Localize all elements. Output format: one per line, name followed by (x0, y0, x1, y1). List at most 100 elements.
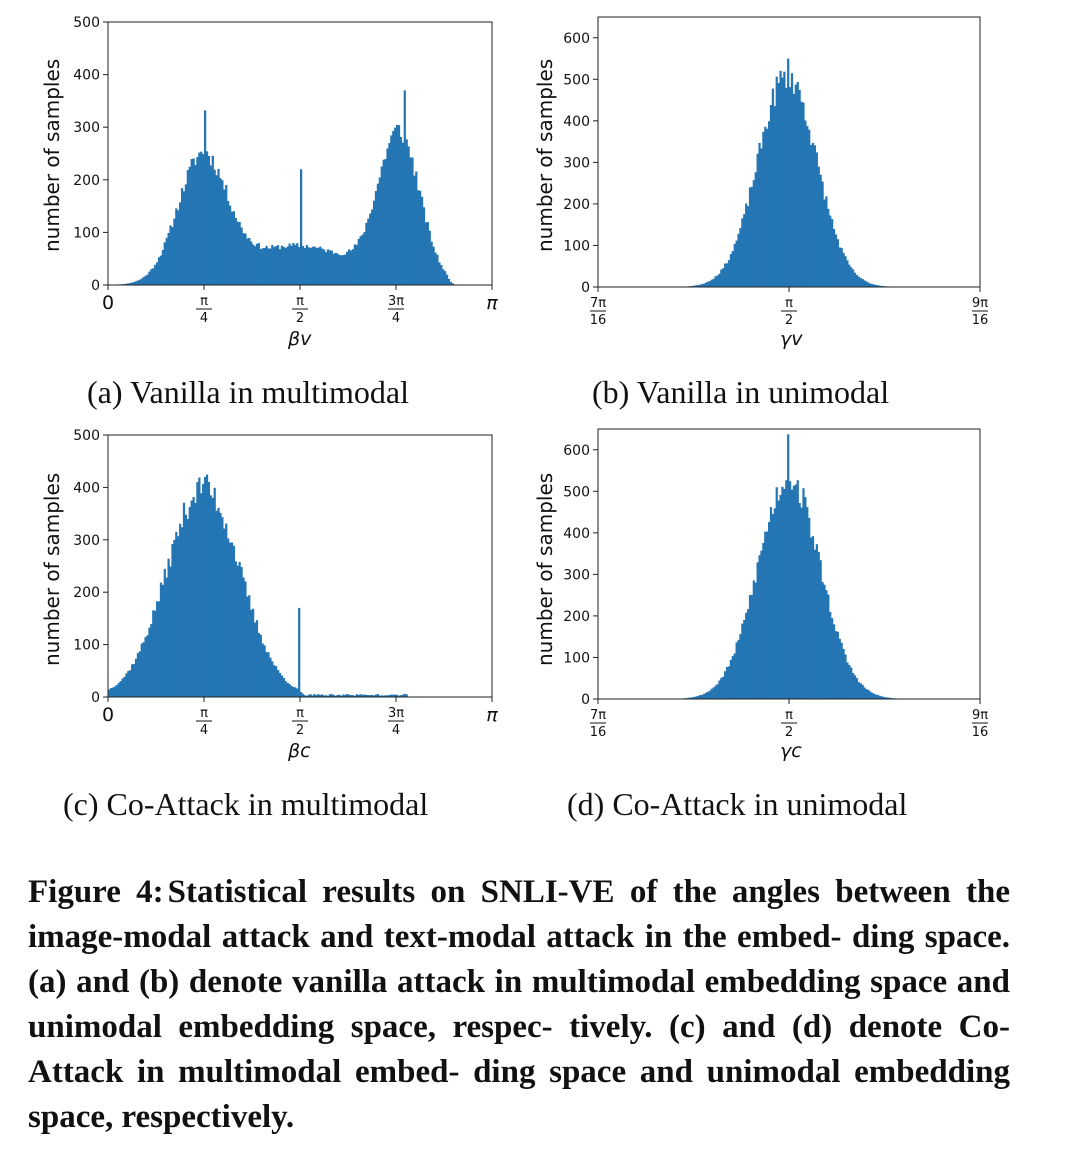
histogram-bar (829, 611, 832, 699)
histogram-bar (244, 581, 247, 697)
histogram-bar (829, 215, 832, 287)
histogram-bar (865, 689, 868, 699)
histogram-bar (444, 271, 447, 285)
histogram-bar (194, 502, 197, 697)
histogram-bar (223, 528, 226, 697)
histogram-bar (127, 671, 130, 697)
histogram-bar (773, 508, 776, 699)
histogram-bar (703, 283, 706, 287)
histogram-bar (253, 622, 257, 697)
histogram-bar (219, 178, 222, 285)
histogram-bar (871, 692, 874, 699)
histogram-bar (762, 542, 765, 699)
histogram-bar (152, 268, 155, 285)
histogram-bar (136, 280, 140, 285)
histogram-bar (874, 284, 878, 287)
histogram-bar (267, 652, 270, 697)
histogram-bar (384, 695, 387, 697)
histogram-bar (205, 151, 209, 285)
histogram-bar (390, 694, 393, 697)
histogram-bar (340, 695, 343, 697)
histogram-bar (307, 694, 310, 697)
histogram-bar (689, 697, 692, 699)
histogram-bar (209, 165, 212, 285)
histogram-bar (392, 694, 395, 697)
histogram-bar (315, 247, 318, 285)
histogram-bar (823, 199, 826, 287)
histogram-bar (290, 245, 293, 285)
histogram-bar (246, 596, 249, 697)
histogram-bar (344, 694, 347, 697)
histogram-bar (378, 177, 381, 285)
y-axis-label-a: number of samples (40, 58, 64, 252)
histogram-bar (182, 502, 186, 697)
histogram-bar (857, 682, 860, 699)
histogram-bar (294, 687, 297, 697)
histogram-bar (725, 666, 729, 699)
histogram-bar (324, 252, 328, 285)
histogram-bar (859, 278, 862, 287)
histogram-bar (303, 248, 307, 285)
histogram-bar (397, 695, 401, 697)
histogram-bar (739, 228, 742, 287)
x-tick-label-denominator: 2 (296, 723, 304, 738)
histogram-bar (428, 230, 431, 285)
histogram-bar (196, 482, 199, 697)
histogram-bar (380, 166, 383, 285)
subcaption-a: (a) Vanilla in multimodal (87, 374, 410, 410)
histogram-bar (727, 666, 731, 699)
histogram-bar (827, 594, 830, 699)
histogram-bar (699, 284, 702, 287)
y-tick-label: 0 (581, 692, 590, 708)
histogram-bar (188, 507, 191, 697)
histogram-bar (217, 507, 220, 697)
histogram-bar (236, 565, 239, 697)
x-tick-label-denominator: 2 (296, 311, 304, 326)
x-tick-label-denominator: 4 (200, 311, 208, 326)
histogram-bar (363, 232, 366, 285)
histogram-bar (253, 246, 257, 285)
histogram-bar (394, 127, 397, 285)
histogram-bar (290, 685, 293, 697)
histogram-bar (298, 247, 301, 285)
histogram-bar (440, 264, 443, 285)
y-tick-label: 0 (91, 278, 100, 294)
y-axis-label-c: number of samples (40, 472, 64, 666)
histogram-bar (207, 155, 211, 285)
histogram-c: 0 100 200 300 400 500 0 π 4 π 2 3π 4 π (73, 428, 498, 738)
histogram-bar (305, 695, 308, 697)
y-tick-label: 400 (73, 68, 100, 84)
histogram-bar (846, 662, 849, 699)
histogram-bar (238, 561, 241, 697)
histogram-bar (411, 157, 414, 285)
histogram-bar (111, 687, 115, 697)
histogram-bar (848, 264, 851, 287)
histogram-bar (296, 688, 299, 697)
histogram-bar (198, 477, 201, 697)
histogram-bar (313, 694, 316, 697)
histogram-bar (785, 87, 788, 287)
histogram-bar (756, 562, 759, 699)
histogram-bar (386, 148, 389, 285)
histogram-bar (743, 214, 746, 287)
histogram-bar (401, 694, 404, 697)
histogram-bar (798, 503, 801, 699)
histogram-bar (697, 695, 700, 699)
y-tick-label: 300 (563, 155, 590, 171)
histogram-bar (817, 551, 820, 699)
histogram-bar (842, 252, 845, 287)
x-axis-label-a: βv (288, 328, 312, 350)
histogram-bar (307, 247, 310, 285)
histogram-bar (221, 180, 224, 285)
histogram-bar (873, 693, 876, 699)
histogram-bar (764, 531, 767, 699)
histogram-bar (746, 206, 750, 287)
x-tick-label-numerator: π (296, 294, 304, 309)
histogram-bar (198, 152, 201, 285)
histogram-bar (810, 537, 813, 699)
histogram-bar (321, 248, 324, 285)
x-axis-label-d: γc (780, 740, 802, 762)
x-tick-label-numerator: 3π (388, 706, 404, 721)
histogram-bar (267, 248, 270, 285)
histogram-bar (861, 684, 864, 699)
